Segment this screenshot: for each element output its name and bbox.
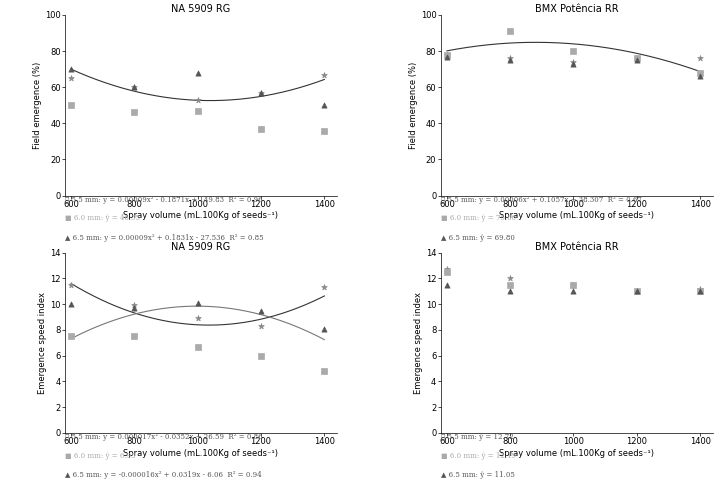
Point xyxy=(568,58,580,66)
Point xyxy=(505,287,516,295)
Point xyxy=(129,302,140,310)
Point xyxy=(256,88,267,96)
Point xyxy=(505,274,516,282)
Point xyxy=(256,88,267,96)
Point xyxy=(631,54,642,62)
Point xyxy=(66,332,77,340)
Point xyxy=(66,74,77,82)
Point xyxy=(129,83,140,91)
X-axis label: Spray volume (mL.100Kg of seeds⁻¹): Spray volume (mL.100Kg of seeds⁻¹) xyxy=(123,212,279,220)
Point xyxy=(631,287,642,295)
Point xyxy=(129,108,140,116)
Point xyxy=(694,69,706,77)
Point xyxy=(256,322,267,330)
Point xyxy=(568,280,580,288)
X-axis label: Spray volume (mL.100Kg of seeds⁻¹): Spray volume (mL.100Kg of seeds⁻¹) xyxy=(499,212,654,220)
Text: ▲ 6.5 mm: ŷ = 11.05: ▲ 6.5 mm: ŷ = 11.05 xyxy=(441,471,514,479)
Point xyxy=(505,27,516,35)
Point xyxy=(441,50,453,58)
Point xyxy=(694,72,706,80)
Point xyxy=(192,299,204,307)
Point xyxy=(192,342,204,350)
Point xyxy=(441,266,453,274)
Point xyxy=(256,306,267,314)
Point xyxy=(192,314,204,322)
Point xyxy=(192,96,204,104)
Point xyxy=(256,352,267,360)
Y-axis label: Field emergence (%): Field emergence (%) xyxy=(33,62,42,149)
Point xyxy=(694,284,706,292)
Point xyxy=(319,367,330,375)
Point xyxy=(441,280,453,288)
Point xyxy=(66,300,77,308)
Point xyxy=(694,54,706,62)
Point xyxy=(694,287,706,295)
Point xyxy=(66,280,77,288)
Point xyxy=(319,101,330,110)
Point xyxy=(505,54,516,62)
Point xyxy=(256,124,267,132)
Text: ■ 6.0 mm: ŷ = 75.60: ■ 6.0 mm: ŷ = 75.60 xyxy=(441,214,516,222)
Point xyxy=(694,287,706,295)
Text: ▲ 6.5 mm: y = 0.00009x² + 0.1831x - 27.536  R² = 0.85: ▲ 6.5 mm: y = 0.00009x² + 0.1831x - 27.5… xyxy=(65,234,264,241)
Text: ▲ 6.5 mm: ŷ = 69.80: ▲ 6.5 mm: ŷ = 69.80 xyxy=(441,234,514,241)
Title: NA 5909 RG: NA 5909 RG xyxy=(171,4,230,14)
Point xyxy=(129,304,140,312)
Point xyxy=(631,56,642,64)
Title: NA 5909 RG: NA 5909 RG xyxy=(171,242,230,252)
Point xyxy=(568,287,580,295)
Point xyxy=(192,69,204,77)
Text: ★ 5.5 mm: y = 0.00009x² - 0.1871x + 149.83  R² = 0.96: ★ 5.5 mm: y = 0.00009x² - 0.1871x + 149.… xyxy=(65,196,262,203)
Point xyxy=(319,284,330,292)
Point xyxy=(319,70,330,78)
Point xyxy=(129,83,140,91)
Point xyxy=(568,47,580,55)
Point xyxy=(319,324,330,332)
Text: ■ 6.0 mm: ŷ = 12.19: ■ 6.0 mm: ŷ = 12.19 xyxy=(441,452,516,460)
Point xyxy=(631,287,642,295)
Point xyxy=(568,280,580,288)
Point xyxy=(441,50,453,58)
Point xyxy=(66,101,77,110)
Point xyxy=(66,65,77,73)
X-axis label: Spray volume (mL.100Kg of seeds⁻¹): Spray volume (mL.100Kg of seeds⁻¹) xyxy=(499,449,654,458)
Point xyxy=(441,52,453,60)
Text: ■ 6.0 mm: ŷ = 46.35: ■ 6.0 mm: ŷ = 46.35 xyxy=(65,214,140,222)
Title: BMX Potência RR: BMX Potência RR xyxy=(535,4,618,14)
Point xyxy=(441,268,453,276)
Point xyxy=(192,106,204,114)
Point xyxy=(505,280,516,288)
Text: ▲ 6.5 mm: y = -0.000016x² + 0.0319x - 6.06  R² = 0.94: ▲ 6.5 mm: y = -0.000016x² + 0.0319x - 6.… xyxy=(65,471,261,479)
Text: ★ 5.5 mm: ŷ = 12.72: ★ 5.5 mm: ŷ = 12.72 xyxy=(441,433,513,441)
Point xyxy=(505,56,516,64)
Point xyxy=(631,287,642,295)
Y-axis label: Field emergence (%): Field emergence (%) xyxy=(409,62,418,149)
Title: BMX Potência RR: BMX Potência RR xyxy=(535,242,618,252)
Point xyxy=(319,126,330,134)
Y-axis label: Emergence speed index: Emergence speed index xyxy=(414,292,423,394)
Text: ■ 6.0 mm: ŷ = 6.95: ■ 6.0 mm: ŷ = 6.95 xyxy=(65,452,135,460)
Point xyxy=(129,332,140,340)
Text: ★ 5.5 mm: y = 0.000017x² - 0.0352x + 26.59  R² = 0.86: ★ 5.5 mm: y = 0.000017x² - 0.0352x + 26.… xyxy=(65,433,262,441)
Y-axis label: Emergence speed index: Emergence speed index xyxy=(38,292,48,394)
Text: ★ 5.5 mm: y = 0.00006x² + 0.1057x + 38.307  R² = 0.67: ★ 5.5 mm: y = 0.00006x² + 0.1057x + 38.3… xyxy=(441,196,642,203)
Point xyxy=(568,60,580,68)
Point xyxy=(631,54,642,62)
X-axis label: Spray volume (mL.100Kg of seeds⁻¹): Spray volume (mL.100Kg of seeds⁻¹) xyxy=(123,449,279,458)
